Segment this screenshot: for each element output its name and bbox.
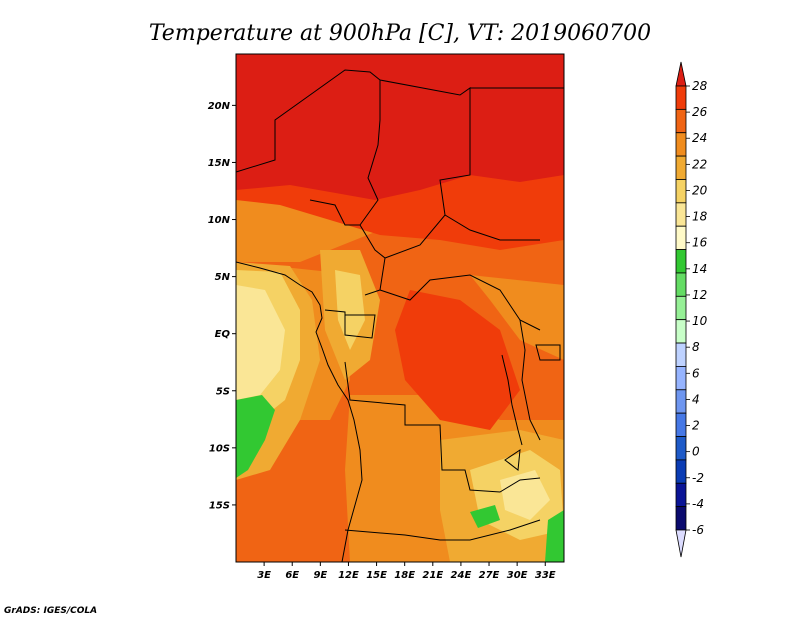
map-frame	[235, 53, 565, 563]
colorbar-label: 0	[692, 445, 700, 459]
lat-tick-label: 20N	[208, 101, 231, 112]
border-north-a	[236, 69, 381, 226]
colorbar-swatch	[675, 202, 687, 227]
coastline	[236, 261, 363, 562]
colorbar-label: 16	[692, 236, 708, 250]
colorbar-label: 12	[692, 288, 707, 302]
colorbar-label: 6	[692, 366, 700, 380]
grads-credit: GrADS: IGES/COLA	[4, 606, 97, 616]
latitude-axis: 20N 15N 10N 5N EQ 5S 10S 15S	[208, 101, 236, 511]
field-zone-22-east	[470, 275, 564, 360]
colorbar-swatch	[675, 412, 687, 437]
lon-tick-label: 12E	[338, 570, 359, 581]
field-zone-16-southeast	[500, 470, 550, 520]
colorbar-swatch	[675, 272, 687, 297]
lon-tick-label: 18E	[394, 570, 415, 581]
field-zone-14-west	[236, 395, 275, 478]
colorbar-bottom-triangle	[675, 529, 687, 558]
colorbar-label: -4	[692, 497, 704, 511]
colorbar-swatch	[675, 482, 687, 508]
border-south-b	[344, 519, 541, 541]
colorbar-label: 26	[692, 105, 708, 119]
border-east-lakes	[535, 344, 561, 361]
lon-tick-label: 15E	[366, 570, 387, 581]
field-zone-18-central	[335, 270, 365, 350]
field-zone-14-southeast	[545, 510, 564, 562]
colorbar-swatch	[675, 295, 687, 321]
colorbar-top-triangle	[675, 61, 687, 87]
colorbar-swatch	[675, 108, 687, 134]
colorbar-label: 20	[692, 183, 708, 197]
field-zone-28-north	[236, 54, 564, 200]
colorbar-label: 28	[692, 79, 708, 93]
longitude-axis: 3E 6E 9E 12E 15E 18E 21E 24E 27E 30E 33E	[257, 562, 556, 581]
colorbar-swatch	[675, 132, 687, 157]
border-lake-malawi	[504, 448, 521, 471]
colorbar-label: 2	[692, 419, 700, 433]
colorbar-swatch	[675, 506, 687, 531]
lon-tick-label: 9E	[313, 570, 327, 581]
lat-tick-label: 5N	[215, 272, 231, 283]
lon-tick-label: 27E	[479, 570, 500, 581]
field-zone-26-east	[395, 290, 520, 430]
colorbar-label: -6	[692, 523, 704, 537]
border-north-b	[379, 79, 471, 216]
border-east-rift	[519, 319, 541, 441]
field-zone-16-west	[236, 285, 285, 400]
colorbar-swatch	[675, 342, 687, 367]
colorbar-label: 18	[692, 210, 708, 224]
colorbar-swatch	[675, 85, 687, 110]
colorbar-swatch	[675, 155, 687, 180]
colorbar-label: 10	[692, 314, 708, 328]
lon-tick-label: 3E	[257, 570, 271, 581]
colorbar-label: 24	[692, 131, 707, 145]
lat-tick-label: 5S	[216, 386, 230, 397]
lon-tick-label: 30E	[507, 570, 528, 581]
colorbar-label: 8	[692, 340, 700, 354]
colorbar-label: 4	[692, 392, 700, 406]
colorbar-swatch	[675, 459, 687, 484]
lon-tick-label: 6E	[285, 570, 299, 581]
field-zone-14-patch	[470, 505, 500, 528]
country-borders	[236, 69, 564, 562]
colorbar-swatch	[675, 225, 687, 250]
border-lake-tanganyika	[501, 354, 523, 446]
lat-tick-label: 15S	[209, 500, 230, 511]
colorbar-swatch	[675, 436, 687, 461]
lat-tick-label: 10N	[208, 215, 231, 226]
colorbar-label: 14	[692, 262, 707, 276]
map-title: Temperature at 900hPa [C], VT: 201906070…	[149, 21, 651, 46]
colorbar-swatch	[675, 249, 687, 274]
lon-tick-label: 33E	[535, 570, 556, 581]
lat-tick-label: EQ	[215, 329, 231, 340]
colorbar-swatch	[675, 179, 687, 204]
border-central-d	[324, 309, 376, 339]
colorbar-label: -2	[692, 471, 704, 485]
border-central-a	[309, 199, 386, 296]
border-central-b	[384, 214, 540, 259]
lon-tick-label: 21E	[422, 570, 443, 581]
lat-tick-label: 15N	[208, 158, 231, 169]
lon-tick-label: 24E	[451, 570, 472, 581]
border-south-a	[344, 361, 541, 493]
colorbar-swatch	[675, 319, 687, 344]
colorbar-swatch	[675, 366, 687, 391]
lat-tick-label: 10S	[209, 443, 230, 454]
colorbar-label: 22	[692, 157, 707, 171]
temperature-field	[236, 54, 564, 562]
colorbar-swatch	[675, 389, 687, 414]
